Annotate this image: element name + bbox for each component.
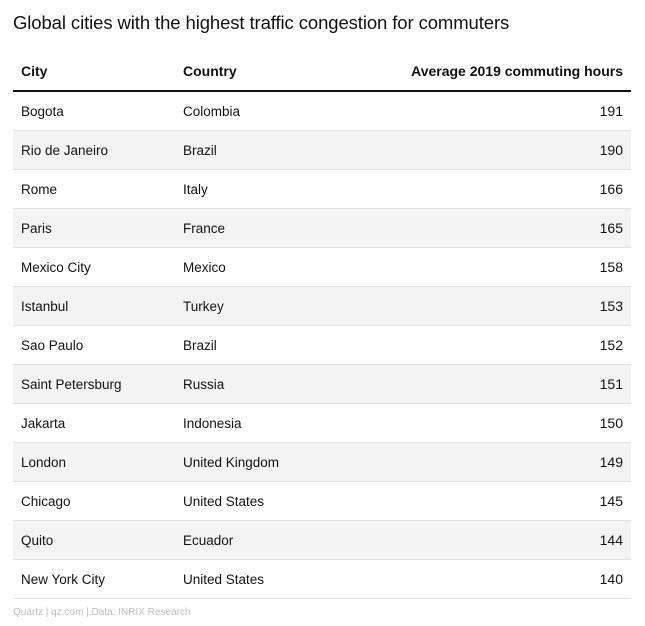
cell-city: Rome (21, 181, 58, 197)
header-city: City (21, 63, 48, 79)
cell-hours: 152 (599, 337, 623, 353)
cell-hours: 166 (599, 181, 623, 197)
cell-city: London (21, 454, 67, 470)
cell-country: Italy (183, 181, 208, 197)
cell-city: Sao Paulo (21, 337, 84, 353)
cell-country: United States (183, 493, 265, 509)
cell-hours: 144 (599, 532, 623, 548)
chart-title: Global cities with the highest traffic c… (13, 12, 510, 33)
cell-country: Indonesia (183, 415, 242, 431)
table-row: Istanbul Turkey 153 (13, 287, 631, 326)
cell-city: Paris (21, 220, 52, 236)
cell-city: Chicago (21, 493, 71, 509)
cell-hours: 190 (599, 142, 623, 158)
header-country: Country (183, 63, 237, 79)
cell-country: France (183, 220, 226, 236)
cell-city: Bogota (21, 103, 64, 119)
cell-hours: 151 (599, 376, 623, 392)
table-row: London United Kingdom 149 (13, 443, 631, 482)
cell-city: Jakarta (21, 415, 66, 431)
cell-country: Russia (183, 376, 225, 392)
cell-country: United Kingdom (183, 454, 280, 470)
table-body: Bogota Colombia 191 Rio de Janeiro Brazil 190… (13, 92, 631, 599)
cell-country: Mexico (183, 259, 226, 275)
cell-city: Rio de Janeiro (21, 142, 109, 158)
table-row: Rio de Janeiro Brazil 190 (13, 131, 631, 170)
data-table: City Country Average 2019 commuting hour… (13, 52, 631, 599)
table-row: Rome Italy 166 (13, 170, 631, 209)
cell-country: Colombia (183, 103, 241, 119)
cell-hours: 158 (599, 259, 623, 275)
cell-city: Mexico City (21, 259, 91, 275)
table-row: Paris France 165 (13, 209, 631, 248)
cell-country: United States (183, 571, 265, 587)
cell-hours: 191 (599, 103, 623, 119)
cell-hours: 140 (599, 571, 623, 587)
table-row: Chicago United States 145 (13, 482, 631, 521)
cell-city: Istanbul (21, 298, 69, 314)
cell-hours: 149 (599, 454, 623, 470)
cell-country: Brazil (183, 142, 217, 158)
cell-hours: 165 (599, 220, 623, 236)
cell-hours: 150 (599, 415, 623, 431)
table-row: Saint Petersburg Russia 151 (13, 365, 631, 404)
cell-hours: 145 (599, 493, 623, 509)
cell-country: Brazil (183, 337, 217, 353)
cell-city: Saint Petersburg (21, 376, 122, 392)
table-row: Quito Ecuador 144 (13, 521, 631, 560)
cell-city: Quito (21, 532, 54, 548)
table-header: City Country Average 2019 commuting hour… (13, 52, 631, 92)
cell-hours: 153 (599, 298, 623, 314)
table-row: Jakarta Indonesia 150 (13, 404, 631, 443)
table-row: Mexico City Mexico 158 (13, 248, 631, 287)
table-row: Sao Paulo Brazil 152 (13, 326, 631, 365)
cell-city: New York City (21, 571, 106, 587)
table-row: New York City United States 140 (13, 560, 631, 599)
source-footer: Quartz | qz.com | Data: INRIX Research (13, 607, 191, 618)
cell-country: Ecuador (183, 532, 234, 548)
table-row: Bogota Colombia 191 (13, 92, 631, 131)
cell-country: Turkey (183, 298, 224, 314)
header-hours: Average 2019 commuting hours (411, 63, 623, 79)
